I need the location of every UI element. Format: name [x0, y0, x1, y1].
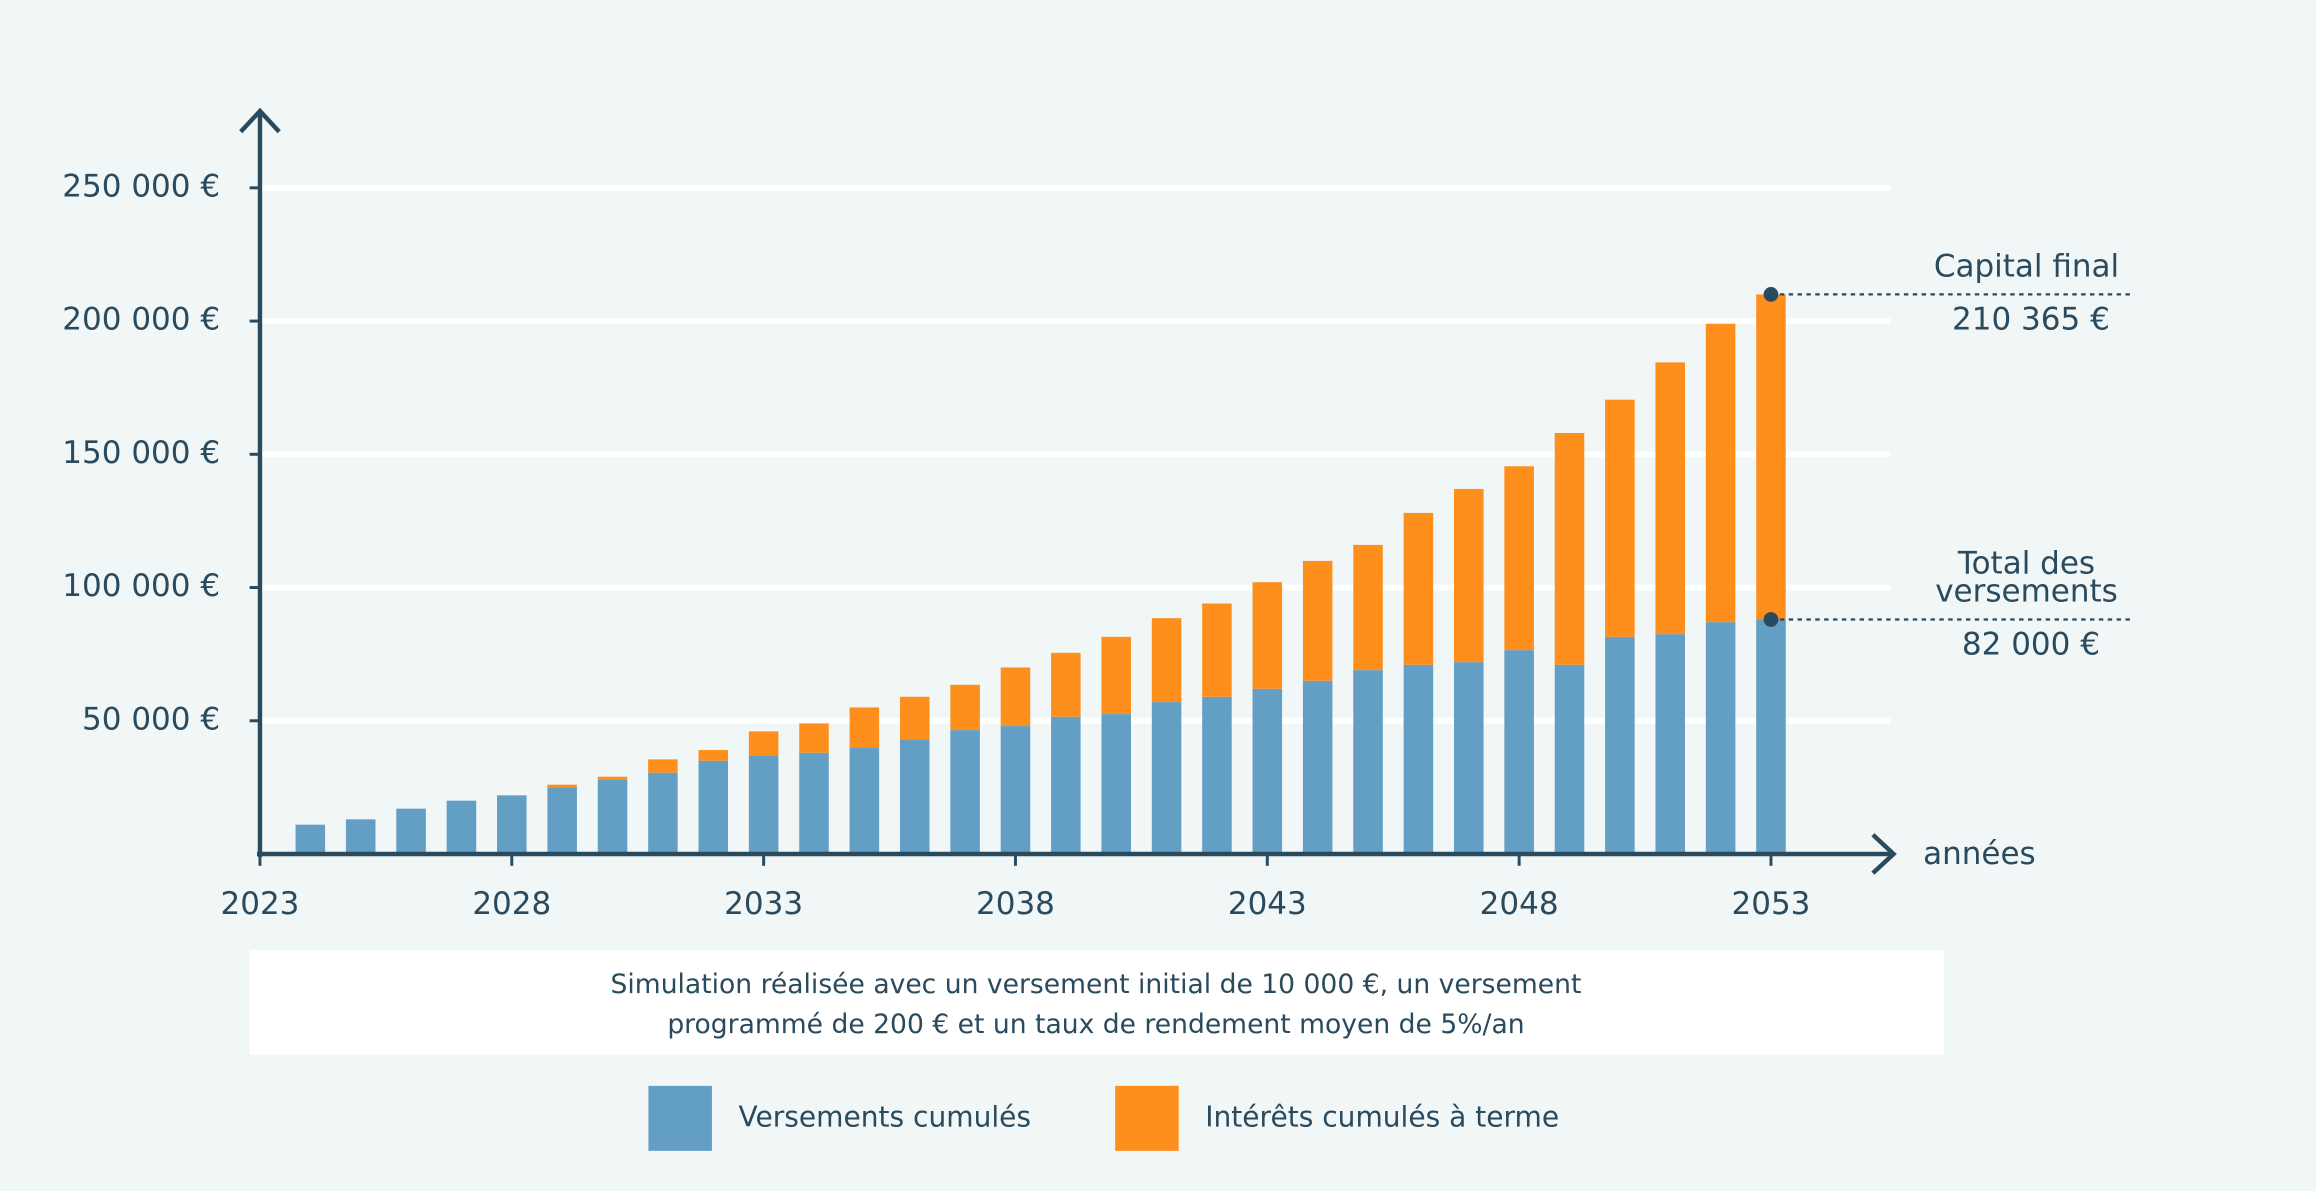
- bar-segment: [597, 776, 628, 780]
- bar-segment: [698, 750, 729, 761]
- bar-segment: [1705, 622, 1736, 854]
- bar-segment: [295, 824, 326, 854]
- bar-segment: [899, 739, 930, 854]
- bar-segment: [1151, 618, 1182, 703]
- bar-segment: [1504, 650, 1534, 854]
- x-tick-label: 2033: [724, 886, 803, 922]
- bar-segment: [799, 723, 829, 753]
- x-tick-label: 2043: [1228, 886, 1307, 922]
- bar-segment: [1202, 696, 1232, 854]
- bar-segment: [1504, 466, 1534, 651]
- x-tick-label: 2028: [472, 886, 551, 922]
- y-axis-arrow: [239, 107, 281, 134]
- x-tick-label: 2038: [976, 886, 1055, 922]
- bar-segment: [597, 779, 628, 854]
- x-axis-arrow: [1871, 833, 1897, 875]
- bar-segment: [1252, 688, 1283, 854]
- bar-segment: [899, 696, 930, 740]
- bar-segment: [1453, 662, 1484, 854]
- bar-segment: [748, 731, 779, 756]
- annotation-title: versements: [1935, 573, 2118, 609]
- legend-swatch: [648, 1085, 712, 1151]
- y-tick-label: 100 000 €: [62, 568, 220, 604]
- bar-segment: [849, 707, 880, 748]
- bar-segment: [345, 819, 376, 854]
- bar-segment: [1302, 560, 1333, 681]
- bar-segment: [1756, 619, 1786, 854]
- bar-segment: [1252, 582, 1283, 689]
- annotation-value: 82 000 €: [1962, 627, 2100, 663]
- note-text: programmé de 200 € et un taux de rendeme…: [667, 1009, 1524, 1040]
- bar-segment: [799, 752, 829, 854]
- bar-segment: [1403, 664, 1434, 854]
- legend-swatch: [1115, 1085, 1179, 1151]
- annotation-dot: [1763, 287, 1779, 302]
- annotation-title: Total des: [1957, 545, 2095, 581]
- bar-segment: [396, 808, 426, 854]
- bar-segment: [1151, 702, 1182, 854]
- x-tick-label: 2023: [221, 886, 300, 922]
- note-text: Simulation réalisée avec un versement in…: [611, 969, 1582, 1000]
- legend-label: Intérêts cumulés à terme: [1205, 1100, 1559, 1133]
- y-tick-label: 200 000 €: [62, 302, 220, 338]
- bar-segment: [1051, 652, 1081, 717]
- bar-segment: [1655, 634, 1686, 854]
- x-tick-label: 2048: [1480, 886, 1559, 922]
- bar-segment: [1202, 603, 1232, 697]
- annotation-dot: [1763, 612, 1779, 627]
- bar-segment: [1000, 726, 1031, 854]
- bar-segment: [547, 784, 577, 788]
- bar-segment: [497, 795, 527, 854]
- bar-segment: [1756, 294, 1786, 620]
- x-axis-label: années: [1923, 836, 2036, 872]
- note-box: [249, 949, 1944, 1055]
- bar-segment: [1554, 432, 1585, 665]
- bar-segment: [1302, 680, 1333, 854]
- bar-segment: [1605, 636, 1635, 854]
- bar-segment: [648, 759, 678, 773]
- y-tick-label: 50 000 €: [82, 701, 220, 737]
- bar-segment: [1655, 362, 1686, 635]
- bar-segment: [950, 684, 980, 731]
- bar-segment: [1051, 716, 1081, 854]
- bar-segment: [547, 787, 577, 854]
- bar-segment: [1101, 636, 1131, 715]
- annotation-value: 210 365 €: [1952, 302, 2110, 338]
- bar-segment: [698, 760, 729, 854]
- y-tick-label: 150 000 €: [62, 435, 220, 471]
- bar-segment: [446, 800, 477, 854]
- bar-segment: [748, 755, 779, 854]
- bar-segment: [1554, 664, 1585, 854]
- bar-segment: [1000, 667, 1031, 727]
- bar-segment: [1101, 714, 1131, 854]
- y-tick-label: 250 000 €: [62, 168, 220, 204]
- bar-segment: [1353, 670, 1383, 854]
- bar-segment: [849, 747, 880, 854]
- annotation-title: Capital final: [1934, 248, 2119, 284]
- legend-label: Versements cumulés: [739, 1100, 1032, 1133]
- x-tick-label: 2053: [1732, 886, 1811, 922]
- bar-segment: [1453, 488, 1484, 663]
- bar-segment: [1605, 399, 1635, 637]
- bar-segment: [1403, 512, 1434, 665]
- bar-segment: [950, 730, 980, 854]
- bar-segment: [1353, 544, 1383, 671]
- bar-segment: [648, 772, 678, 854]
- bar-segment: [1705, 323, 1736, 623]
